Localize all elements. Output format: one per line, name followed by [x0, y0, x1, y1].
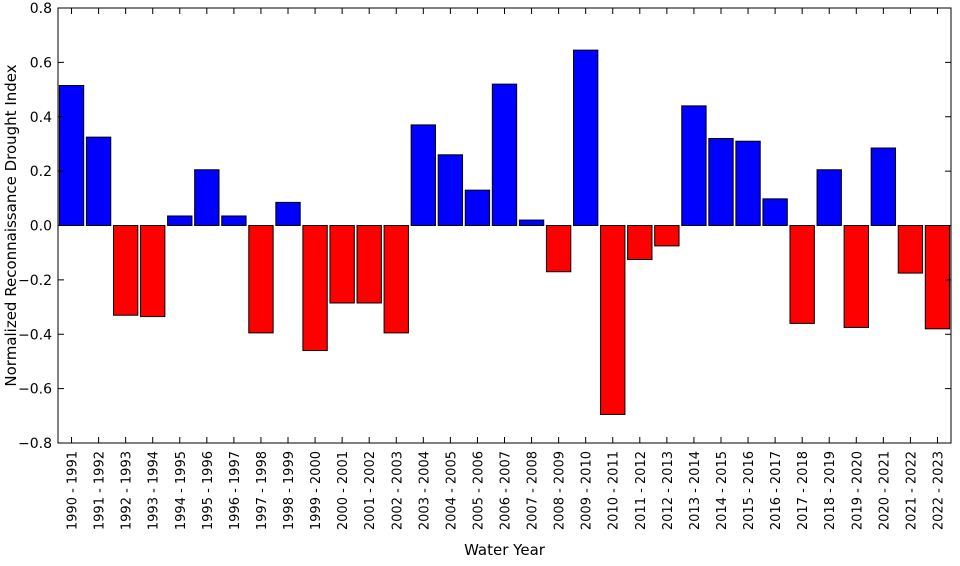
bar-19 — [573, 49, 599, 226]
x-tick-label: 1996 - 1997 — [228, 451, 243, 530]
x-tick-label: 2011 - 2012 — [634, 451, 649, 530]
x-ticks: 1990 - 1991 1991 - 1992 1992 - 1993 1993 - … — [66, 8, 946, 530]
y-tick-label: −0.8 — [18, 436, 52, 452]
bar-27 — [789, 225, 815, 324]
bar-32 — [924, 225, 951, 330]
bar-14 — [437, 154, 464, 226]
bar-8 — [275, 201, 301, 226]
x-tick-label: 2005 - 2006 — [471, 451, 486, 530]
x-tick-label: 1992 - 1993 — [120, 451, 135, 530]
bar-25 — [735, 140, 761, 226]
bar-22 — [654, 225, 680, 247]
x-tick-label: 2013 - 2014 — [688, 451, 703, 530]
y-axis-label: Normalized Reconnaissance Drought Index — [2, 64, 20, 386]
bar-13 — [410, 124, 436, 226]
x-tick-label: 2010 - 2011 — [607, 451, 622, 530]
y-tick-label: −0.6 — [18, 382, 52, 398]
bar-11 — [356, 225, 382, 304]
bar-28 — [816, 169, 842, 227]
bar-26 — [762, 198, 788, 226]
bar-10 — [329, 225, 355, 304]
x-tick-label: 1999 - 2000 — [309, 451, 324, 530]
x-tick-label: 2008 - 2009 — [553, 451, 568, 530]
bar-20 — [600, 225, 626, 415]
bar-7 — [248, 225, 274, 334]
x-tick-label: 1995 - 1996 — [201, 451, 216, 530]
y-tick-label: 0.8 — [30, 1, 52, 17]
bar-16 — [491, 83, 518, 227]
y-tick-label: 0.4 — [30, 110, 52, 126]
x-tick-label: 2018 - 2019 — [823, 451, 838, 530]
x-tick-label: 1991 - 1992 — [93, 451, 108, 530]
bar-2 — [112, 225, 139, 316]
bar-6 — [221, 215, 247, 226]
bar-18 — [545, 225, 572, 273]
x-axis-label: Water Year — [464, 541, 546, 559]
x-tick-label: 2001 - 2002 — [363, 451, 378, 530]
x-tick-label: 2003 - 2004 — [417, 451, 432, 530]
bar-31 — [897, 225, 924, 274]
bar-21 — [627, 225, 653, 260]
x-tick-label: 2019 - 2020 — [850, 451, 865, 530]
x-tick-label: 1993 - 1994 — [147, 451, 162, 530]
x-tick-label: 2014 - 2015 — [715, 451, 730, 530]
x-tick-label: 2007 - 2008 — [526, 451, 541, 530]
bar-0 — [58, 84, 85, 227]
x-tick-label: 1990 - 1991 — [66, 451, 81, 530]
x-tick-label: 2006 - 2007 — [499, 451, 514, 530]
y-tick-label: 0.2 — [30, 164, 52, 180]
bar-3 — [140, 225, 166, 318]
bar-4 — [167, 215, 193, 226]
x-tick-label: 2002 - 2003 — [390, 451, 405, 530]
x-tick-label: 2017 - 2018 — [796, 451, 811, 530]
x-tick-label: 2015 - 2016 — [742, 451, 757, 530]
y-tick-label: 0.0 — [30, 219, 52, 235]
x-tick-label: 2000 - 2001 — [336, 451, 351, 530]
x-tick-label: 2020 - 2021 — [877, 451, 892, 530]
y-tick-label: 0.6 — [30, 55, 52, 71]
x-tick-label: 1994 - 1995 — [174, 451, 189, 530]
x-tick-label: 2004 - 2005 — [444, 451, 459, 530]
y-tick-label: −0.2 — [18, 273, 52, 289]
bar-17 — [518, 219, 545, 226]
x-tick-label: 2021 - 2022 — [904, 451, 919, 530]
x-tick-label: 2022 - 2023 — [931, 451, 946, 530]
bar-23 — [681, 105, 707, 226]
bar-30 — [870, 147, 897, 227]
bar-29 — [843, 225, 869, 328]
bar-24 — [708, 138, 734, 226]
x-tick-label: 2009 - 2010 — [580, 451, 595, 530]
bar-1 — [85, 136, 112, 226]
bar-5 — [194, 169, 220, 227]
bar-15 — [464, 189, 491, 227]
x-tick-label: 1997 - 1998 — [255, 451, 270, 530]
y-ticks: −0.8 −0.6 −0.4 −0.2 0.0 0.2 0.4 0.6 0.8 — [18, 1, 951, 452]
x-tick-label: 1998 - 1999 — [282, 451, 297, 530]
bar-9 — [302, 225, 328, 352]
x-tick-label: 2012 - 2013 — [661, 451, 676, 530]
y-tick-label: −0.4 — [18, 327, 52, 343]
bar-12 — [383, 225, 409, 334]
bars-layer — [58, 49, 951, 415]
x-tick-label: 2016 - 2017 — [769, 451, 784, 530]
